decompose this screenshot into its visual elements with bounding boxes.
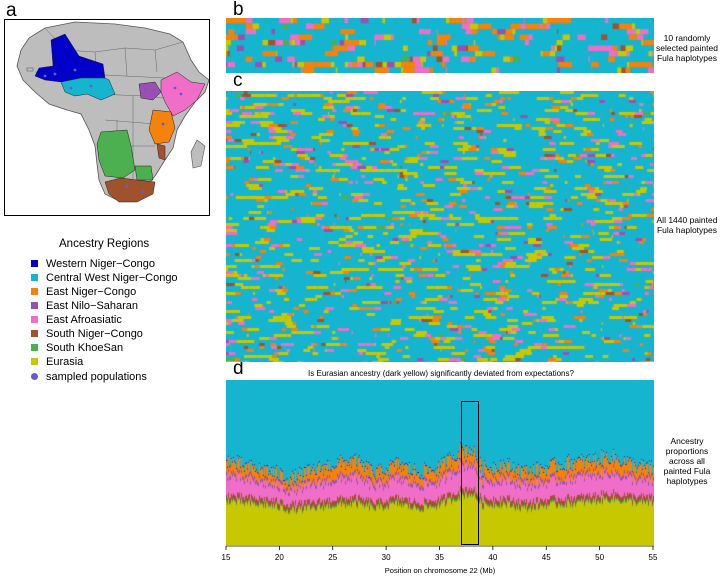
legend-item-eurasia: Eurasia bbox=[31, 355, 83, 369]
x-axis: 15 20 25 30 35 40 45 50 55 Position on chromosome… bbox=[222, 545, 658, 575]
ancestry-proportion-chart bbox=[226, 380, 654, 545]
region-central-west-niger-congo bbox=[60, 77, 116, 101]
region-east-nilo-saharan bbox=[138, 81, 162, 101]
legend-swatch bbox=[31, 357, 38, 365]
legend-label: East Nilo−Saharan bbox=[46, 300, 139, 312]
legend-item-central-west-niger-congo: Central West Niger−Congo bbox=[31, 271, 178, 285]
cape-verde bbox=[26, 67, 34, 72]
africa-map-graphic bbox=[16, 21, 209, 203]
legend-item-east-niger-congo: East Niger−Congo bbox=[31, 285, 136, 299]
panel-label-d: d bbox=[233, 358, 244, 379]
region-south-niger-congo-east bbox=[156, 143, 166, 161]
painting-panel-b bbox=[226, 18, 654, 73]
legend-label: sampled populations bbox=[46, 371, 147, 383]
legend-label: East Niger−Congo bbox=[46, 286, 137, 298]
panel-label-c: c bbox=[233, 70, 243, 91]
legend-swatch bbox=[31, 301, 38, 309]
madagascar bbox=[190, 139, 206, 169]
legend-item-south-niger-congo: South Niger−Congo bbox=[31, 327, 143, 341]
legend-item-sampled-populations: sampled populations bbox=[31, 370, 147, 384]
x-tick-label: 45 bbox=[542, 553, 551, 562]
x-tick-label: 55 bbox=[649, 553, 658, 562]
x-tick-label: 50 bbox=[595, 553, 604, 562]
region-east-niger-congo bbox=[148, 109, 176, 145]
legend-item-east-afroasiatic: East Afroasiatic bbox=[31, 313, 122, 327]
legend-label: East Afroasiatic bbox=[46, 314, 122, 326]
panel-label-b: b bbox=[233, 0, 244, 20]
legend-swatch bbox=[31, 343, 38, 351]
legend-label: South KhoeSan bbox=[46, 342, 124, 354]
legend-dot bbox=[31, 372, 38, 380]
legend-label: Central West Niger−Congo bbox=[46, 272, 178, 284]
side-label-b: 10 randomly selected painted Fula haplot… bbox=[656, 33, 718, 63]
africa-map bbox=[4, 19, 210, 216]
panel-label-a: a bbox=[6, 0, 17, 21]
x-axis-title: Position on chromosome 22 (Mb) bbox=[385, 566, 496, 575]
legend-label: Western Niger−Congo bbox=[46, 258, 155, 270]
region-east-afroasiatic bbox=[160, 71, 206, 117]
legend-swatch bbox=[31, 259, 38, 267]
region-south-niger-congo bbox=[104, 177, 156, 203]
x-tick-label: 35 bbox=[435, 553, 444, 562]
sampled-population-dots bbox=[43, 68, 183, 194]
highlight-region-box bbox=[461, 401, 479, 545]
legend-title: Ancestry Regions bbox=[59, 238, 150, 250]
legend-swatch bbox=[31, 287, 38, 295]
x-tick-label: 25 bbox=[328, 553, 337, 562]
legend-label: Eurasia bbox=[46, 356, 84, 368]
legend-swatch bbox=[31, 273, 38, 281]
region-south-khoesan-east bbox=[134, 165, 154, 181]
legend-label: South Niger−Congo bbox=[46, 328, 143, 340]
side-label-d: Ancestry proportions across all painted … bbox=[663, 436, 711, 486]
x-tick-label: 40 bbox=[488, 553, 497, 562]
side-label-c: All 1440 painted Fula haplotypes bbox=[656, 215, 718, 235]
x-tick-label: 15 bbox=[222, 553, 231, 562]
legend-swatch bbox=[31, 329, 38, 337]
legend-item-east-nilo-saharan: East Nilo−Saharan bbox=[31, 299, 138, 313]
painting-panel-c bbox=[226, 91, 654, 362]
x-tick-label: 20 bbox=[275, 553, 284, 562]
x-tick-label: 30 bbox=[382, 553, 391, 562]
legend-swatch bbox=[31, 315, 38, 323]
legend-item-south-khoesan: South KhoeSan bbox=[31, 341, 123, 355]
panel-d-question: Is Eurasian ancestry (dark yellow) signi… bbox=[308, 369, 574, 378]
legend-item-western-niger-congo: Western Niger−Congo bbox=[31, 257, 155, 271]
